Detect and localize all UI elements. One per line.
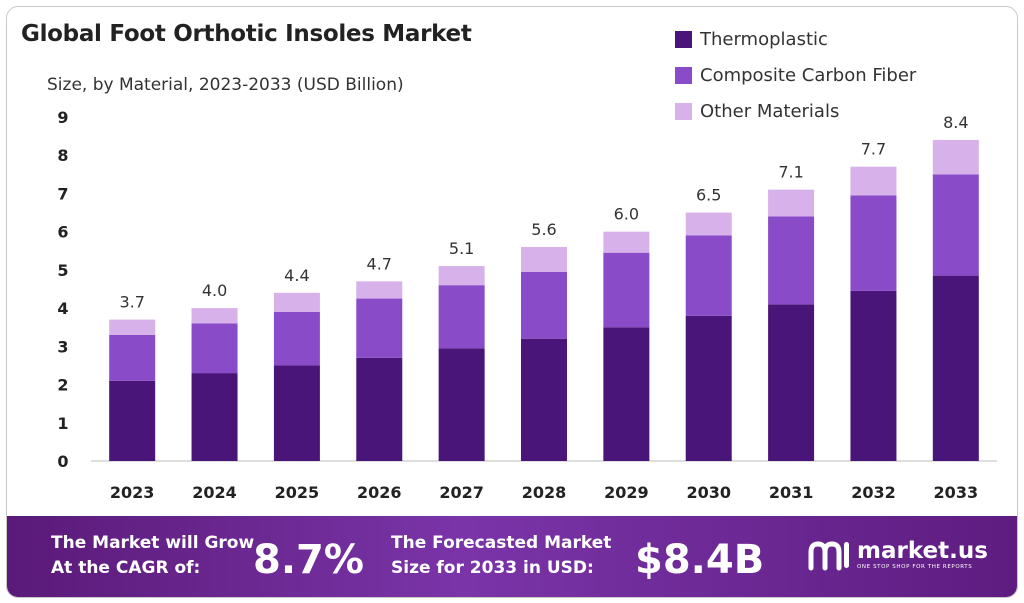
cagr-caption: The Market will Grow At the CAGR of: bbox=[51, 531, 254, 581]
bar-segment-composite-carbon-fiber-2031 bbox=[768, 216, 815, 305]
x-tick-label-2032: 2032 bbox=[851, 483, 896, 502]
bar-total-label-2033: 8.4 bbox=[943, 113, 968, 132]
y-tick-label: 3 bbox=[57, 337, 68, 356]
bar-segment-other-materials-2030 bbox=[685, 212, 732, 236]
cagr-caption-line2: At the CAGR of: bbox=[51, 558, 201, 578]
chart-card: Global Foot Orthotic Insoles Market Size… bbox=[6, 6, 1018, 598]
brand-name: market.us bbox=[857, 538, 988, 564]
bar-segment-composite-carbon-fiber-2025 bbox=[273, 311, 320, 366]
y-tick-label: 8 bbox=[57, 146, 68, 165]
x-tick-label-2030: 2030 bbox=[686, 483, 731, 502]
bar-segment-other-materials-2024 bbox=[191, 308, 238, 324]
bar-segment-composite-carbon-fiber-2033 bbox=[932, 174, 979, 276]
footer-banner: The Market will Grow At the CAGR of: 8.7… bbox=[7, 516, 1017, 597]
bar-segment-thermoplastic-2026 bbox=[356, 357, 403, 461]
bar-segment-composite-carbon-fiber-2024 bbox=[191, 323, 238, 374]
bar-segment-other-materials-2025 bbox=[273, 292, 320, 312]
bar-total-label-2030: 6.5 bbox=[696, 186, 721, 205]
chart-subtitle: Size, by Material, 2023-2033 (USD Billio… bbox=[47, 75, 404, 95]
bar-segment-thermoplastic-2024 bbox=[191, 373, 238, 461]
bar-segment-other-materials-2033 bbox=[932, 139, 979, 175]
x-tick-label-2026: 2026 bbox=[357, 483, 402, 502]
legend-swatch-composite-carbon-fiber bbox=[675, 66, 692, 84]
y-tick-label: 1 bbox=[57, 414, 68, 433]
bar-segment-composite-carbon-fiber-2028 bbox=[521, 271, 567, 339]
y-tick-label: 7 bbox=[57, 184, 68, 203]
bar-total-label-2032: 7.7 bbox=[861, 140, 886, 159]
x-tick-label-2033: 2033 bbox=[934, 483, 979, 502]
bar-segment-thermoplastic-2030 bbox=[685, 315, 732, 461]
x-tick-label-2025: 2025 bbox=[275, 483, 320, 502]
brand-tagline: ONE STOP SHOP FOR THE REPORTS bbox=[857, 564, 973, 570]
bar-segment-other-materials-2031 bbox=[768, 189, 815, 217]
bar-segment-thermoplastic-2032 bbox=[850, 290, 897, 461]
bar-total-label-2027: 5.1 bbox=[449, 239, 474, 258]
legend-item-thermoplastic: Thermoplastic bbox=[675, 21, 916, 57]
bar-segment-composite-carbon-fiber-2023 bbox=[109, 334, 156, 381]
bar-segment-other-materials-2026 bbox=[356, 281, 403, 299]
brand-text: market.us ONE STOP SHOP FOR THE REPORTS bbox=[857, 539, 988, 571]
legend-label-other-materials: Other Materials bbox=[700, 100, 840, 122]
y-tick-label: 0 bbox=[57, 452, 68, 471]
bar-segment-thermoplastic-2031 bbox=[768, 304, 815, 461]
bar-total-label-2026: 4.7 bbox=[367, 254, 392, 273]
bar-segment-composite-carbon-fiber-2029 bbox=[603, 252, 650, 328]
cagr-caption-line1: The Market will Grow bbox=[51, 533, 255, 553]
bar-segment-other-materials-2028 bbox=[521, 246, 567, 272]
bar-segment-other-materials-2032 bbox=[850, 166, 897, 196]
x-tick-label-2031: 2031 bbox=[769, 483, 814, 502]
y-tick-label: 6 bbox=[57, 223, 68, 242]
market-us-logo-icon bbox=[808, 541, 849, 571]
bar-segment-composite-carbon-fiber-2032 bbox=[850, 195, 897, 291]
bar-total-label-2025: 4.4 bbox=[284, 266, 309, 285]
legend-swatch-thermoplastic bbox=[675, 30, 692, 48]
bar-segment-thermoplastic-2023 bbox=[109, 380, 156, 461]
bar-total-label-2023: 3.7 bbox=[119, 293, 144, 312]
forecast-value: $8.4B bbox=[635, 537, 765, 583]
cagr-value: 8.7% bbox=[253, 537, 364, 583]
bar-segment-thermoplastic-2027 bbox=[438, 348, 485, 461]
chart-title: Global Foot Orthotic Insoles Market bbox=[21, 21, 472, 47]
x-tick-label-2027: 2027 bbox=[439, 483, 484, 502]
stacked-bar-chart: 0 1 2 3 4 5 6 7 8 9 3.7 2023 4.0 2024 4.4 2025 4.7 2026 5.… bbox=[57, 108, 997, 502]
bar-segment-thermoplastic-2033 bbox=[932, 275, 979, 461]
brand-logo[interactable]: market.us ONE STOP SHOP FOR THE REPORTS bbox=[807, 538, 988, 572]
bar-segment-thermoplastic-2028 bbox=[521, 338, 567, 461]
legend-swatch-other-materials bbox=[675, 102, 692, 120]
bar-total-label-2024: 4.0 bbox=[202, 281, 227, 300]
x-tick-label-2023: 2023 bbox=[110, 483, 155, 502]
x-tick-label-2028: 2028 bbox=[522, 483, 567, 502]
bar-total-label-2029: 6.0 bbox=[614, 205, 639, 224]
forecast-caption-line1: The Forecasted Market bbox=[391, 533, 612, 553]
y-tick-label: 9 bbox=[57, 108, 68, 127]
bar-segment-other-materials-2029 bbox=[603, 231, 650, 253]
bar-segment-thermoplastic-2025 bbox=[273, 365, 320, 461]
bar-segment-composite-carbon-fiber-2026 bbox=[356, 298, 403, 358]
y-tick-label: 5 bbox=[57, 261, 68, 280]
bar-segment-composite-carbon-fiber-2027 bbox=[438, 285, 485, 349]
y-tick-label: 4 bbox=[57, 299, 68, 318]
bar-total-label-2031: 7.1 bbox=[778, 163, 803, 182]
y-tick-label: 2 bbox=[57, 376, 68, 395]
chart-legend: Thermoplastic Composite Carbon Fiber Oth… bbox=[675, 21, 916, 129]
legend-item-other-materials: Other Materials bbox=[675, 93, 916, 129]
bar-segment-other-materials-2023 bbox=[109, 319, 156, 335]
legend-item-composite-carbon-fiber: Composite Carbon Fiber bbox=[675, 57, 916, 93]
x-tick-label-2024: 2024 bbox=[192, 483, 237, 502]
bar-segment-composite-carbon-fiber-2030 bbox=[685, 235, 732, 316]
bar-segment-other-materials-2027 bbox=[438, 266, 485, 286]
bar-segment-thermoplastic-2029 bbox=[603, 327, 650, 461]
forecast-caption: The Forecasted Market Size for 2033 in U… bbox=[391, 531, 611, 581]
bar-total-label-2028: 5.6 bbox=[531, 220, 556, 239]
legend-label-composite-carbon-fiber: Composite Carbon Fiber bbox=[700, 64, 917, 86]
legend-label-thermoplastic: Thermoplastic bbox=[700, 28, 828, 50]
forecast-caption-line2: Size for 2033 in USD: bbox=[391, 558, 594, 578]
x-tick-label-2029: 2029 bbox=[604, 483, 649, 502]
